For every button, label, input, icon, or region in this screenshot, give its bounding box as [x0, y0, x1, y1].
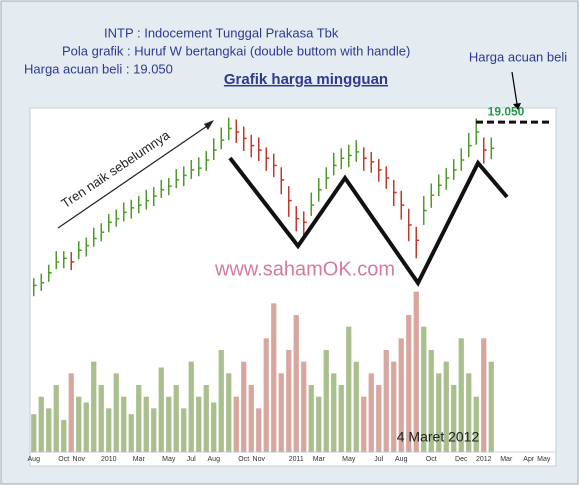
header-line: Harga acuan beli : 19.050	[24, 61, 173, 76]
volume-bar	[46, 408, 52, 452]
x-tick-label: 2011	[289, 456, 304, 463]
x-tick-label: Dec	[455, 456, 468, 463]
volume-bar	[248, 385, 254, 452]
x-tick-label: Oct	[426, 456, 437, 463]
volume-bar	[98, 385, 104, 452]
volume-bar	[211, 402, 217, 452]
x-tick-label: Nov	[253, 456, 266, 463]
volume-bar	[83, 402, 89, 452]
volume-bar	[91, 361, 97, 452]
volume-bar	[128, 414, 134, 452]
x-tick-label: Mar	[500, 456, 513, 463]
x-tick-label: Oct	[238, 456, 249, 463]
volume-bar	[286, 350, 292, 452]
volume-bar	[256, 408, 262, 452]
x-tick-label: Jul	[374, 456, 383, 463]
volume-bar	[436, 373, 442, 452]
volume-bar	[376, 385, 382, 452]
volume-bar	[316, 396, 322, 452]
volume-bar	[143, 396, 149, 452]
volume-bar	[181, 408, 187, 452]
x-tick-label: May	[162, 456, 176, 463]
volume-bar	[353, 361, 359, 452]
volume-bar	[428, 350, 434, 452]
volume-bar	[406, 315, 412, 452]
volume-bar	[31, 414, 37, 452]
x-tick-label: Aug	[395, 456, 408, 463]
volume-bar	[53, 385, 59, 452]
volume-bar	[398, 338, 404, 452]
watermark: www.sahamOK.com	[214, 258, 395, 280]
volume-bar	[466, 373, 472, 452]
x-tick-label: May	[537, 456, 551, 463]
volume-bar	[76, 396, 82, 452]
volume-bar	[458, 338, 464, 452]
x-tick-label: Mar	[133, 456, 146, 463]
volume-bar	[218, 350, 224, 452]
volume-bar	[473, 396, 479, 452]
volume-bar	[368, 373, 374, 452]
volume-bar	[271, 303, 277, 452]
volume-bar	[383, 350, 389, 452]
volume-bar	[443, 361, 449, 452]
volume-bar	[331, 373, 337, 452]
volume-bar	[481, 338, 487, 452]
x-tick-label: Oct	[58, 456, 69, 463]
header-line: Pola grafik : Huruf W bertangkai (double…	[62, 43, 410, 58]
x-tick-label: Apr	[523, 456, 535, 463]
reference-note: Harga acuan beli	[469, 49, 567, 64]
x-tick-label: Jul	[187, 456, 196, 463]
volume-bar	[61, 420, 67, 452]
x-tick-label: Aug	[28, 456, 41, 463]
volume-bar	[226, 373, 232, 452]
volume-bar	[421, 326, 427, 452]
volume-bar	[413, 291, 419, 452]
volume-bar	[361, 396, 367, 452]
volume-bar	[173, 385, 179, 452]
x-tick-label: May	[342, 456, 356, 463]
w-pattern	[228, 156, 509, 287]
volume-bar	[301, 361, 307, 452]
volume-bar	[338, 385, 344, 452]
volume-bar	[113, 373, 119, 452]
date-label: 4 Maret 2012	[397, 429, 480, 445]
volume-bar	[391, 361, 397, 452]
volume-bar	[263, 338, 269, 452]
volume-bar	[346, 326, 352, 452]
volume-bar	[308, 385, 314, 452]
volume-bar	[151, 408, 157, 452]
volume-bar	[488, 361, 494, 452]
x-tick-label: Nov	[73, 456, 86, 463]
volume-bar	[278, 373, 284, 452]
volume-bar	[121, 396, 127, 452]
volume-bar	[241, 361, 247, 452]
volume-bar	[106, 408, 112, 452]
volume-bar	[136, 385, 142, 452]
volume-bar	[68, 373, 74, 452]
x-tick-label: 2010	[101, 456, 117, 463]
x-axis-strip	[29, 451, 557, 467]
x-tick-label: Mar	[313, 456, 326, 463]
volume-bar	[233, 396, 239, 452]
volume-bar	[293, 315, 299, 452]
chart-title: Grafik harga mingguan	[224, 71, 388, 88]
volume-bar	[451, 385, 457, 452]
x-tick-label: 2012	[476, 456, 492, 463]
volume-bar	[196, 396, 202, 452]
volume-bar	[188, 361, 194, 452]
volume-bar	[203, 385, 209, 452]
volume-bar	[166, 396, 172, 452]
arrow	[511, 71, 518, 105]
volume-bar	[158, 367, 164, 452]
arrow-head	[204, 120, 214, 130]
x-tick-label: Aug	[208, 456, 221, 463]
volume-bar	[38, 396, 44, 452]
header-line: INTP : Indocement Tunggal Prakasa Tbk	[104, 25, 339, 40]
volume-bar	[323, 350, 329, 452]
reference-label: 19.050	[488, 104, 525, 118]
trend-arrow	[57, 123, 211, 229]
arrow-head	[513, 103, 521, 110]
